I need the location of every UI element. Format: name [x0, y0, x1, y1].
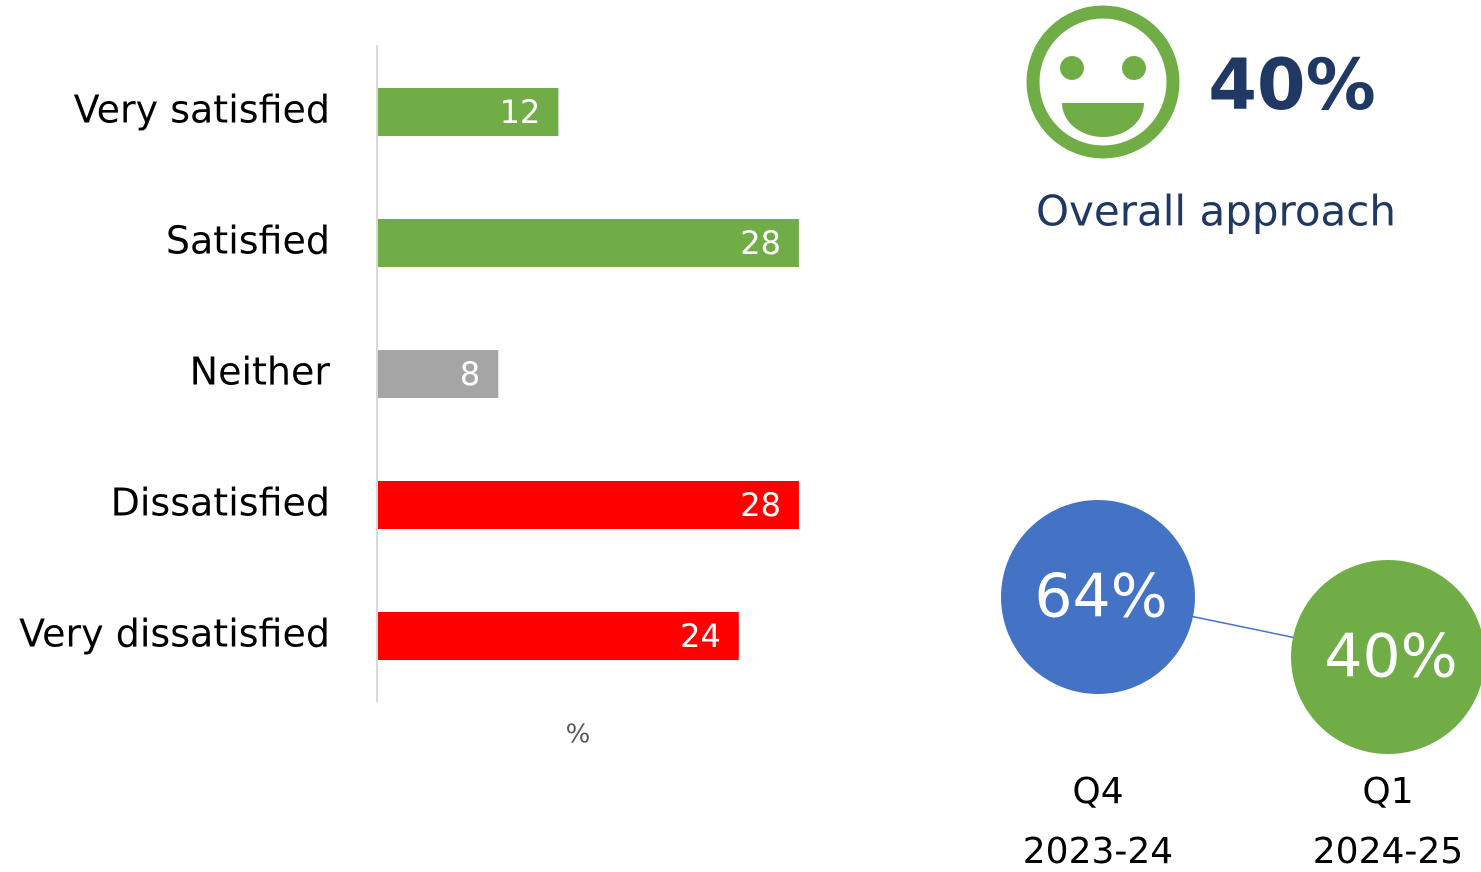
bar [378, 219, 799, 267]
x-tick-label: Q1 [1362, 771, 1413, 812]
x-axis-label: % [566, 720, 591, 750]
kpi-value: 40% [1208, 44, 1376, 126]
bar-value-label: 28 [740, 486, 781, 524]
category-label: Very dissatisfied [19, 612, 330, 656]
bar-value-label: 12 [500, 93, 541, 131]
bubble [1291, 560, 1481, 754]
smiley-icon [1026, 5, 1180, 159]
bar [378, 350, 499, 398]
bar-value-label: 28 [740, 224, 781, 262]
bar [378, 88, 559, 136]
bar [378, 612, 739, 660]
bar-value-label: 8 [460, 355, 480, 393]
kpi-label: Overall approach [1036, 187, 1396, 236]
bar [378, 481, 799, 529]
category-label: Dissatisfied [111, 481, 330, 525]
category-label: Satisfied [166, 219, 330, 263]
x-tick-sublabel: 2023-24 [1023, 831, 1173, 872]
category-label: Very satisfied [74, 88, 330, 132]
bubble [1001, 500, 1195, 694]
category-label: Neither [190, 350, 331, 394]
x-tick-label: Q4 [1072, 771, 1123, 812]
x-tick-sublabel: 2024-25 [1313, 831, 1463, 872]
bubble-label: 64% [1034, 562, 1167, 632]
bubble-label: 40% [1324, 622, 1457, 692]
bar-value-label: 24 [680, 617, 721, 655]
